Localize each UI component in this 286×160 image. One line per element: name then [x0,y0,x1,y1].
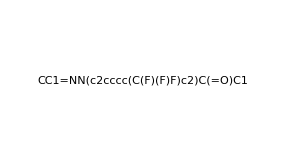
Text: CC1=NN(c2cccc(C(F)(F)F)c2)C(=O)C1: CC1=NN(c2cccc(C(F)(F)F)c2)C(=O)C1 [37,75,249,85]
